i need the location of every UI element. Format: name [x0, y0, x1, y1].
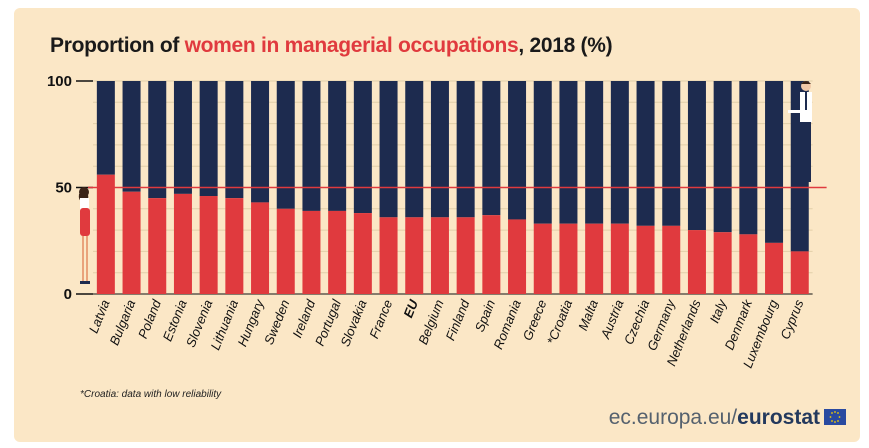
source-credit: ec.europa.eu/eurostat: [609, 406, 820, 430]
bar-men-segment: [353, 81, 372, 214]
bar-men-segment: [405, 81, 424, 218]
bar-men-segment: [96, 81, 115, 175]
bar-women-segment: [508, 219, 527, 294]
bar-women-segment: [585, 223, 604, 294]
bar-men-segment: [662, 81, 681, 226]
bar-women-segment: [430, 217, 449, 294]
man-figure-icon: [788, 81, 812, 182]
bar-men-segment: [765, 81, 784, 243]
bar-women-segment: [533, 223, 552, 294]
bar-women-segment: [379, 217, 398, 294]
infographic-card: Proportion of women in managerial occupa…: [14, 8, 860, 442]
category-label: Ireland: [289, 297, 318, 340]
bar-men-segment: [276, 81, 295, 209]
bar-women-segment: [199, 196, 218, 294]
bar-women-segment: [559, 223, 578, 294]
bar-men-segment: [533, 81, 552, 224]
bar-women-segment: [353, 213, 372, 294]
bar-men-segment: [456, 81, 475, 218]
bar-women-segment: [687, 230, 706, 294]
bar-women-segment: [456, 217, 475, 294]
bar-men-segment: [739, 81, 758, 235]
bars: [96, 81, 809, 294]
bar-women-segment: [225, 198, 244, 294]
bar-women-segment: [148, 198, 167, 294]
bar-women-segment: [122, 191, 141, 294]
bar-women-segment: [405, 217, 424, 294]
bar-women-segment: [765, 242, 784, 294]
bar-men-segment: [585, 81, 604, 224]
bar-men-segment: [199, 81, 218, 197]
bar-men-segment: [379, 81, 398, 218]
bar-men-segment: [251, 81, 270, 203]
bar-men-segment: [173, 81, 192, 194]
category-label: Latvia: [86, 298, 113, 336]
bar-women-segment: [482, 215, 501, 294]
bar-men-segment: [430, 81, 449, 218]
bar-men-segment: [559, 81, 578, 224]
title-suffix: , 2018 (%): [518, 34, 613, 57]
bar-women-segment: [173, 193, 192, 294]
y-tick-label: 100: [47, 73, 72, 90]
source-brand: eurostat: [737, 406, 820, 429]
bar-women-segment: [739, 234, 758, 294]
footnote: *Croatia: data with low reliability: [80, 389, 222, 400]
bar-women-segment: [610, 223, 629, 294]
bar-women-segment: [96, 174, 115, 294]
category-labels: LatviaBulgariaPolandEstoniaSloveniaLithu…: [86, 296, 807, 370]
bar-men-segment: [328, 81, 347, 211]
chart-title: Proportion of women in managerial occupa…: [50, 34, 613, 58]
woman-figure-icon: [78, 187, 90, 284]
eu-flag-icon: [824, 409, 846, 425]
category-label: Spain: [472, 298, 498, 334]
bar-men-segment: [482, 81, 501, 216]
title-highlight: women in managerial occupations: [184, 34, 519, 57]
category-label: Austria: [597, 298, 626, 342]
title-prefix: Proportion of: [50, 34, 185, 57]
bar-women-segment: [251, 202, 270, 294]
bar-men-segment: [148, 81, 167, 199]
bar-women-segment: [302, 210, 321, 294]
bar-women-segment: [713, 232, 732, 294]
bar-women-segment: [662, 225, 681, 294]
bar-women-segment: [636, 225, 655, 294]
bar-women-segment: [790, 251, 809, 294]
source-domain: ec.europa.eu/: [608, 406, 738, 429]
y-tick-label: 50: [55, 180, 72, 197]
category-label: Malta: [575, 298, 601, 333]
bar-women-segment: [328, 210, 347, 294]
bar-women-segment: [276, 208, 295, 294]
category-label: Finland: [443, 297, 473, 343]
bar-men-segment: [302, 81, 321, 211]
category-label: Poland: [135, 297, 164, 341]
category-label: EU: [400, 297, 421, 320]
bar-men-segment: [122, 81, 141, 192]
bar-chart: 0 50 100 LatviaBulgariaPolandEstoniaSloven…: [47, 73, 827, 370]
category-label: Italy: [707, 296, 730, 325]
bar-men-segment: [225, 81, 244, 199]
category-label: France: [366, 298, 395, 341]
category-label: Cyprus: [777, 297, 807, 341]
y-tick-label: 0: [64, 286, 72, 303]
bar-men-segment: [508, 81, 527, 220]
bar-men-segment: [713, 81, 732, 233]
bar-men-segment: [636, 81, 655, 226]
bar-men-segment: [687, 81, 706, 231]
bar-men-segment: [610, 81, 629, 224]
